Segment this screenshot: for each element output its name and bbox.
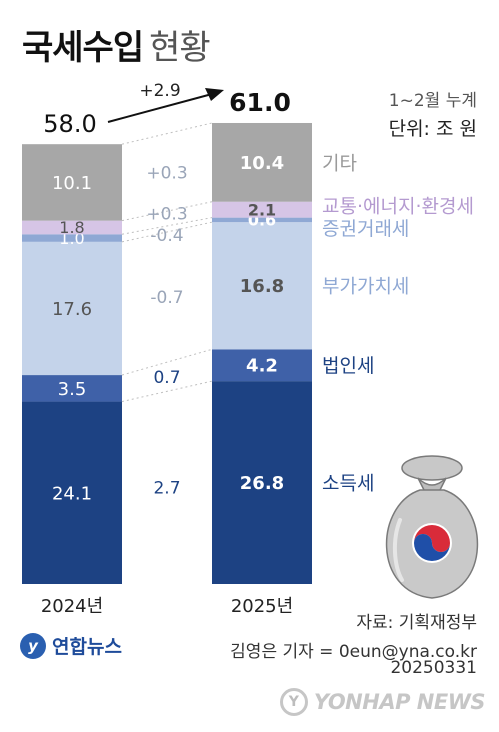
page-title: 국세수입 현황 [22, 20, 211, 69]
watermark-text: YONHAP NEWS [313, 690, 486, 714]
series-name-label: 기타 [322, 152, 357, 174]
bar-segment [22, 220, 122, 235]
bar-segment [22, 144, 122, 221]
series-name-label: 법인세 [322, 355, 374, 377]
connector-line [121, 122, 213, 145]
bar-segment [212, 349, 312, 382]
segment-value-label: 10.1 [52, 173, 92, 194]
segment-value-label: 2.1 [248, 200, 276, 219]
bar-segment [212, 222, 312, 350]
change-label: 0.7 [153, 368, 180, 388]
title-bold: 국세수입 [22, 28, 144, 68]
series-name-label: 교통·에너지·환경세 [322, 196, 474, 218]
total-label-2024: 58.0 [43, 110, 96, 138]
bar-segment [212, 217, 312, 223]
growth-arrow-line [107, 93, 213, 123]
connector-line [121, 348, 213, 376]
segment-value-label: 10.4 [240, 153, 284, 174]
series-name-label: 소득세 [322, 473, 374, 495]
segment-value-label: 24.1 [52, 483, 92, 504]
bar-segment [22, 401, 122, 584]
change-label: -0.7 [150, 288, 183, 308]
change-label: -0.4 [150, 226, 183, 246]
yonhap-logo: y 연합뉴스 [20, 632, 122, 659]
bar-segment [212, 381, 312, 584]
change-label: 2.7 [153, 479, 180, 499]
date-stamp: 20250331 [390, 658, 477, 678]
segment-value-label: 3.5 [58, 379, 87, 400]
category-label: 2025년 [231, 596, 293, 617]
growth-arrow-head-icon [205, 88, 224, 101]
bar-segment [22, 375, 122, 402]
segment-value-label: 1.8 [59, 218, 84, 237]
segment-value-label: 17.6 [52, 299, 92, 320]
connector-line [121, 380, 213, 403]
unit-note: 단위: 조 원 [388, 118, 477, 140]
watermark: Y YONHAP NEWS [279, 688, 486, 716]
logo-mark-icon: y [20, 632, 46, 659]
segment-value-label: 16.8 [240, 276, 284, 297]
connector-line [121, 201, 213, 222]
category-label: 2024년 [41, 596, 103, 617]
segment-value-label: 26.8 [240, 473, 284, 494]
bar-segment [22, 234, 122, 242]
change-label: +0.3 [146, 205, 187, 225]
bar-segment [212, 122, 312, 202]
series-name-label: 증권거래세 [322, 218, 409, 240]
title-light: 현황 [149, 28, 211, 68]
total-label-2025: 61.0 [229, 88, 291, 117]
source-credit: 자료: 기획재정부 [356, 613, 477, 633]
bar-segment [22, 241, 122, 376]
watermark-mark-icon: Y [279, 688, 308, 716]
series-name-label: 부가가치세 [322, 276, 409, 298]
period-note: 1~2월 누계 [388, 91, 477, 111]
money-bag-icon [385, 455, 479, 599]
connector-line [121, 221, 213, 243]
connector-line [121, 217, 213, 235]
byline: 김영은 기자 = 0eun@yna.co.kr [230, 642, 477, 662]
bar-segment [212, 201, 312, 218]
segment-value-label: 4.2 [246, 356, 278, 377]
total-change-label: +2.9 [139, 81, 180, 101]
logo-text: 연합뉴스 [52, 636, 122, 658]
change-label: +0.3 [146, 163, 187, 183]
